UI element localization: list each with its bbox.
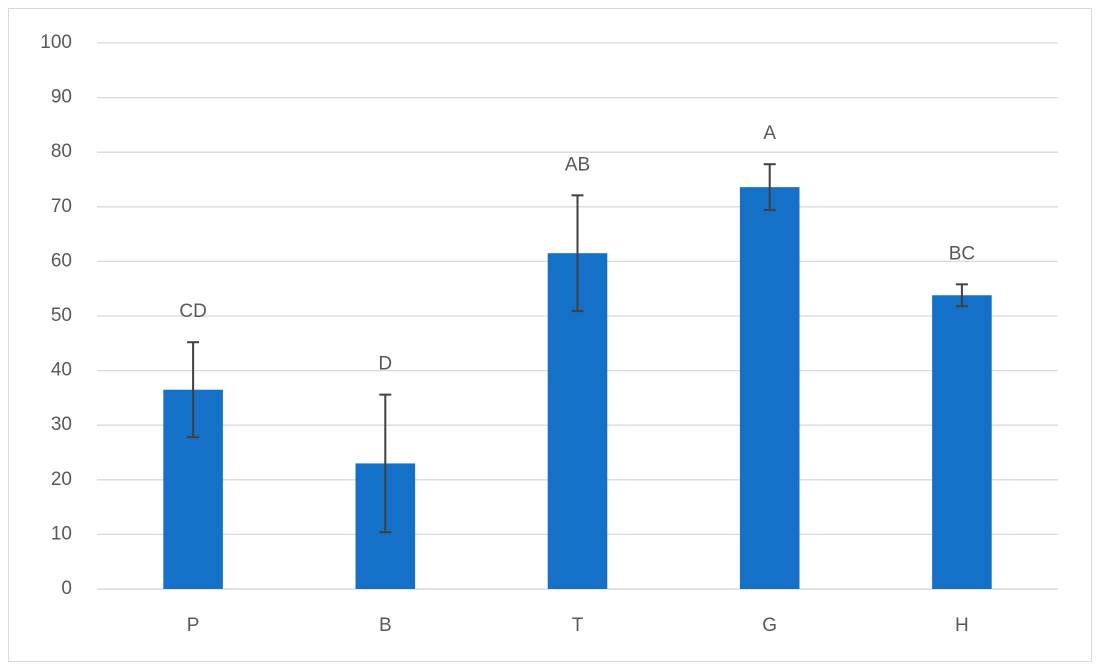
error-bar: [955, 283, 968, 308]
y-tick-label: 80: [51, 141, 72, 162]
x-tick-label: H: [955, 615, 969, 636]
y-tick-label: 60: [51, 250, 72, 271]
y-tick-label: 50: [51, 305, 72, 326]
error-bar: [379, 393, 392, 534]
x-tick-label: B: [379, 615, 392, 636]
x-tick-label: T: [572, 615, 584, 636]
significance-label: AB: [565, 154, 590, 175]
bar: [932, 295, 992, 589]
y-tick-label: 30: [51, 414, 72, 435]
y-tick-label: 10: [51, 523, 72, 544]
error-bar: [187, 341, 200, 439]
y-tick-label: 40: [51, 360, 72, 381]
significance-label: A: [763, 123, 776, 144]
y-tick-label: 100: [40, 32, 72, 53]
significance-label: BC: [949, 243, 975, 264]
y-tick-label: 90: [51, 87, 72, 108]
x-tick-label: G: [762, 615, 777, 636]
significance-label: D: [378, 354, 392, 375]
x-tick-label: P: [187, 615, 200, 636]
significance-label: CD: [179, 301, 206, 322]
y-tick-label: 20: [51, 469, 72, 490]
bar: [739, 187, 800, 590]
y-tick-label: 0: [61, 578, 72, 599]
y-tick-label: 70: [51, 196, 72, 217]
error-bar: [763, 163, 776, 212]
error-bar: [571, 194, 584, 313]
